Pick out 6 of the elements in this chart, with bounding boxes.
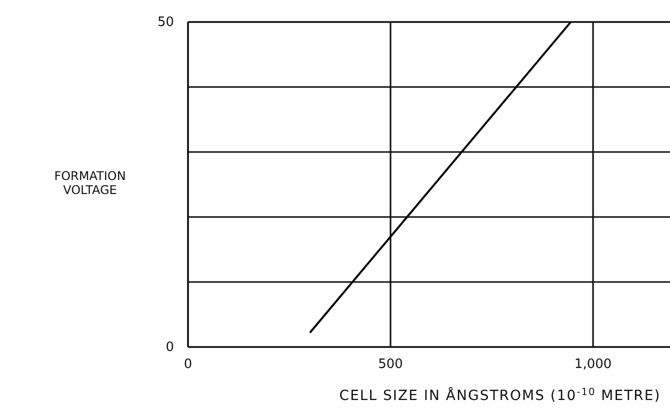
- y-axis-title: FORMATION VOLTAGE: [54, 169, 126, 197]
- y-tick-label: 50: [157, 15, 174, 30]
- x-tick-label: 0: [184, 357, 192, 372]
- x-tick-label: 500: [378, 357, 403, 372]
- x-axis-title: CELL SIZE IN ÅNGSTROMS (10$^{-10}$ METRE): [339, 386, 661, 404]
- x-tick-label: 1,000: [574, 357, 612, 372]
